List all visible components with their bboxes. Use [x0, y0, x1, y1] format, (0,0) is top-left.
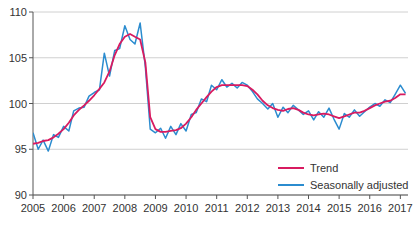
x-tick-label: 2013	[266, 202, 290, 214]
x-tick	[400, 195, 401, 199]
y-tick	[29, 12, 33, 13]
x-tick	[247, 195, 248, 199]
x-tick	[63, 195, 64, 199]
x-tick	[308, 195, 309, 199]
x-tick-label: 2005	[21, 202, 45, 214]
y-tick-label: 105	[9, 52, 27, 64]
x-tick-label: 2014	[296, 202, 320, 214]
series-line	[33, 23, 406, 151]
x-tick-label: 2009	[143, 202, 167, 214]
y-axis	[33, 12, 34, 195]
x-tick	[94, 195, 95, 199]
grid-line	[33, 149, 408, 150]
x-tick-label: 2010	[174, 202, 198, 214]
y-tick-label: 110	[9, 6, 27, 18]
x-axis	[33, 195, 408, 196]
x-tick-label: 2011	[205, 202, 229, 214]
x-tick	[277, 195, 278, 199]
legend-label: Trend	[310, 162, 338, 174]
x-tick	[216, 195, 217, 199]
y-tick	[29, 103, 33, 104]
y-tick	[29, 57, 33, 58]
y-tick-label: 90	[15, 189, 27, 201]
legend-swatch	[278, 184, 304, 186]
x-tick	[186, 195, 187, 199]
x-tick-label: 2016	[357, 202, 381, 214]
legend: Trend Seasonally adjusted	[278, 162, 408, 191]
x-tick	[155, 195, 156, 199]
x-tick	[124, 195, 125, 199]
x-tick-label: 2008	[113, 202, 137, 214]
y-tick-label: 100	[9, 98, 27, 110]
y-tick-label: 95	[15, 143, 27, 155]
legend-swatch	[278, 167, 304, 169]
x-tick-label: 2012	[235, 202, 259, 214]
grid-line	[33, 57, 408, 58]
x-tick	[339, 195, 340, 199]
y-tick	[29, 195, 33, 196]
x-tick-label: 2006	[51, 202, 75, 214]
plot-lines	[33, 23, 406, 151]
x-tick	[369, 195, 370, 199]
series-line	[33, 34, 406, 144]
x-tick-label: 2015	[327, 202, 351, 214]
x-tick-label: 2007	[82, 202, 106, 214]
grid-line	[33, 195, 408, 196]
legend-label: Seasonally adjusted	[310, 179, 408, 191]
y-tick	[29, 149, 33, 150]
x-tick-label: 2017	[388, 202, 412, 214]
grid-line	[33, 103, 408, 104]
chart: 90 95 100 105 110 2005 2006 2007 2008 2009 2010 201…	[0, 0, 416, 227]
x-tick	[33, 195, 34, 199]
grid-line	[33, 12, 408, 13]
